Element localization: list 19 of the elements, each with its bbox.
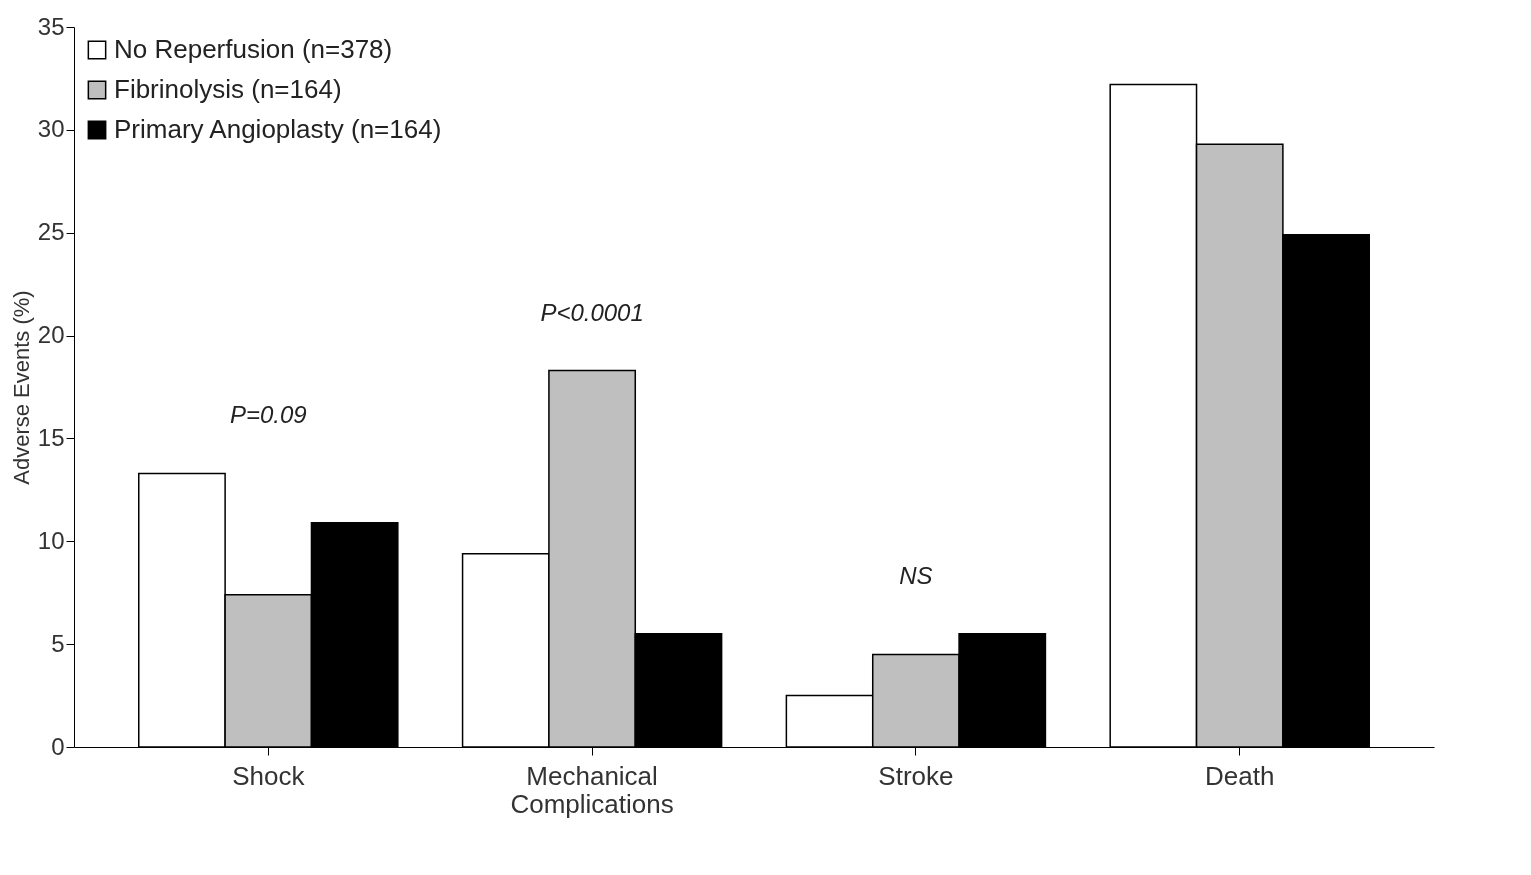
annotation: P<0.0001 <box>540 298 644 326</box>
annotation: NS <box>899 561 933 589</box>
x-tick-label: Shock <box>232 760 306 791</box>
y-tick-label: 20 <box>37 321 65 349</box>
legend-label: No Reperfusion (n=378) <box>114 34 393 64</box>
y-axis-title: Adverse Events (%) <box>8 290 34 485</box>
x-tick-label: Mechanical Complications <box>510 760 674 819</box>
x-tick-label: Stroke <box>878 760 954 791</box>
y-tick-label: 30 <box>37 115 65 143</box>
y-tick-label: 10 <box>37 526 65 554</box>
y-tick-label: 0 <box>51 732 65 760</box>
y-tick-label: 15 <box>37 423 65 451</box>
legend-label: Primary Angioplasty (n=164) <box>114 114 442 144</box>
y-tick-label: 5 <box>51 629 65 657</box>
y-tick-label: 35 <box>37 12 65 40</box>
legend-label: Fibrinolysis (n=164) <box>114 74 342 104</box>
x-tick-label: Death <box>1205 760 1275 791</box>
y-tick-label: 25 <box>37 218 65 246</box>
annotation: P=0.09 <box>229 401 307 429</box>
